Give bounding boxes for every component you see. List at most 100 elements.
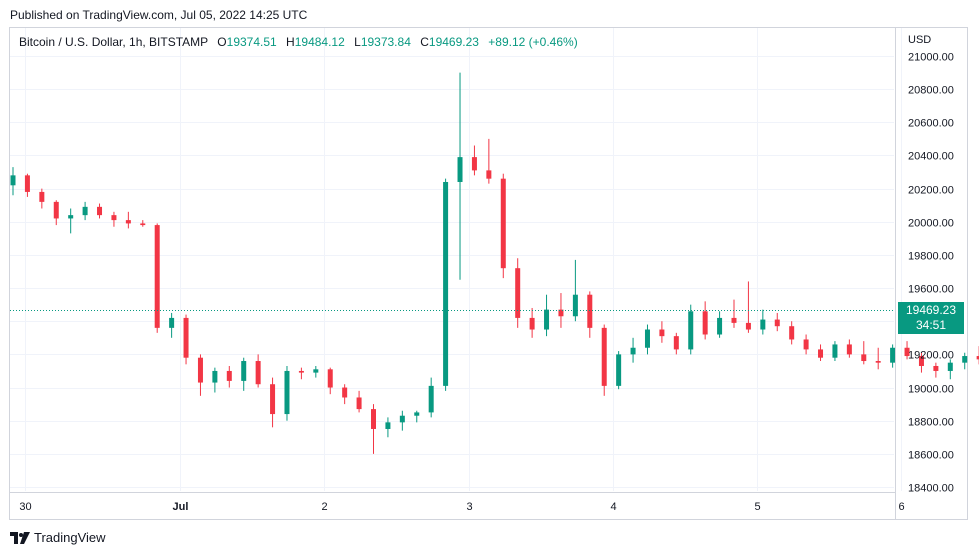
candle-body [846,344,852,355]
candle[interactable] [515,258,521,328]
candle[interactable] [529,307,535,338]
candle[interactable] [414,410,420,423]
candle[interactable] [356,390,362,413]
candle[interactable] [255,354,261,388]
candle[interactable] [226,365,232,388]
candle[interactable] [544,294,550,337]
candle[interactable] [616,351,622,390]
candle[interactable] [183,314,189,365]
candle-body [933,365,939,371]
candle-body [24,175,30,192]
candle[interactable] [904,341,910,360]
candle-body [414,412,420,416]
legend-close-key: C [420,35,429,49]
candle[interactable] [702,301,708,340]
candle[interactable] [659,321,665,343]
candle[interactable] [385,417,391,438]
candle-body [630,347,636,355]
candle[interactable] [24,173,30,197]
candle-body [976,356,979,360]
candle[interactable] [717,311,723,338]
candle-body [572,294,578,317]
price-tick-label: 20600.00 [908,118,954,130]
candle[interactable] [688,304,694,355]
legend-high-key: H [286,35,295,49]
candle[interactable] [10,167,16,196]
currency-label[interactable]: USD [908,34,932,46]
candle[interactable] [832,341,838,362]
candle[interactable] [154,223,160,333]
candle-body [284,370,290,415]
candle-body [644,329,650,348]
candle[interactable] [313,365,319,378]
candle[interactable] [428,377,434,418]
candle[interactable] [731,299,737,328]
candle[interactable] [587,291,593,338]
candle-body [255,361,261,385]
candle-body [10,175,16,186]
candle[interactable] [298,367,304,380]
candle-body [342,387,348,398]
candle[interactable] [803,334,809,355]
price-tick-label: 19200.00 [908,350,954,362]
candle[interactable] [82,201,88,221]
candle[interactable] [745,281,751,333]
candle-body [558,309,564,317]
candle[interactable] [97,203,103,219]
candle[interactable] [342,384,348,405]
candle[interactable] [197,354,203,396]
candle[interactable] [169,312,175,338]
candle[interactable] [471,145,477,176]
candle[interactable] [890,344,896,368]
candle-body [947,362,953,371]
candle[interactable] [774,312,780,332]
candle[interactable] [918,352,924,373]
candle[interactable] [962,352,968,370]
candle[interactable] [111,211,117,227]
candle[interactable] [572,259,578,322]
candle[interactable] [630,337,636,363]
candle[interactable] [457,72,463,280]
candle-body [890,347,896,363]
footer-brand[interactable]: TradingView [10,530,106,545]
candle[interactable] [875,347,881,370]
candle-body [717,317,723,335]
candle[interactable] [327,367,333,395]
candle[interactable] [818,344,824,362]
candle[interactable] [673,332,679,355]
candle[interactable] [212,367,218,393]
candle[interactable] [284,365,290,421]
price-axis-border [895,27,896,520]
candle[interactable] [486,138,492,184]
candle[interactable] [53,200,59,226]
candle[interactable] [789,321,795,345]
candle[interactable] [760,309,766,335]
candle[interactable] [39,188,45,209]
candle[interactable] [644,324,650,355]
candle-body [875,361,881,363]
candle[interactable] [947,359,953,380]
candle[interactable] [68,208,74,234]
candle[interactable] [371,404,376,454]
price-tick-label: 20000.00 [908,218,954,230]
candle[interactable] [933,362,939,378]
time-axis-labels: 30 Jul 2 3 4 5 6 [19,501,904,513]
candle[interactable] [976,346,979,365]
candles [10,72,979,454]
candle[interactable] [399,410,405,431]
candle[interactable] [270,377,276,428]
candle[interactable] [500,173,506,279]
candle[interactable] [140,220,146,227]
candle[interactable] [125,211,131,229]
candle[interactable] [558,293,564,328]
candle[interactable] [241,357,247,391]
candle-body [861,354,867,362]
candle[interactable] [443,178,449,391]
candle[interactable] [601,324,607,396]
candle-body [457,157,463,182]
candle[interactable] [861,341,867,365]
price-tick-label: 20400.00 [908,151,954,163]
time-tick-label: 5 [754,501,760,513]
candle[interactable] [846,339,852,358]
